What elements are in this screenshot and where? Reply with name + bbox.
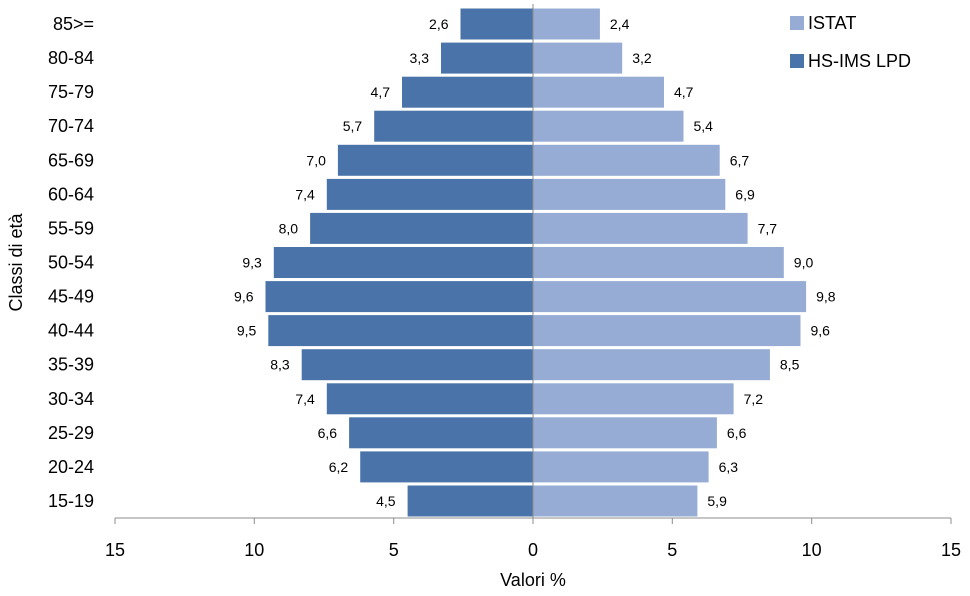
bar-istat-8 [533, 281, 807, 313]
data-label-hs-ims-lpd-8: 9,6 [234, 289, 254, 305]
data-label-hs-ims-lpd-3: 5,7 [343, 118, 363, 134]
bar-istat-14 [533, 485, 698, 517]
bar-hs-ims-lpd-13 [360, 451, 533, 483]
data-label-istat-2: 4,7 [674, 84, 694, 100]
bar-hs-ims-lpd-6 [310, 212, 533, 244]
bar-istat-0 [533, 8, 600, 40]
data-label-hs-ims-lpd-7: 9,3 [242, 255, 262, 271]
bar-istat-3 [533, 110, 684, 142]
category-labels: 85>= 80-84 75-79 70-74 65-69 60-64 55-59 50-54 4… [48, 14, 94, 511]
category-label-12: 25-29 [48, 423, 94, 443]
data-label-istat-9: 9,6 [811, 323, 831, 339]
bar-hs-ims-lpd-9 [268, 315, 533, 347]
x-tick-label-4: 5 [667, 540, 677, 560]
data-label-hs-ims-lpd-5: 7,4 [295, 186, 315, 202]
bar-hs-ims-lpd-0 [460, 8, 533, 40]
category-label-0: 85>= [53, 14, 94, 34]
category-label-6: 55-59 [48, 218, 94, 238]
bar-istat-10 [533, 349, 770, 381]
category-label-5: 60-64 [48, 184, 94, 204]
data-label-istat-5: 6,9 [735, 186, 755, 202]
data-labels: 2,6 2,4 3,3 3,2 4,7 4,7 5,7 5,4 7,0 6,7 7,4 6,9 8,0 7… [234, 16, 836, 509]
bar-hs-ims-lpd-11 [326, 383, 533, 415]
x-tick-label-3: 0 [528, 540, 538, 560]
data-label-istat-0: 2,4 [610, 16, 630, 32]
bar-hs-ims-lpd-4 [337, 144, 533, 176]
bar-istat-4 [533, 144, 720, 176]
bar-istat-13 [533, 451, 709, 483]
data-label-hs-ims-lpd-12: 6,6 [318, 425, 338, 441]
data-label-istat-6: 7,7 [758, 220, 778, 236]
bar-hs-ims-lpd-1 [441, 42, 533, 74]
bar-istat-12 [533, 417, 717, 449]
data-label-istat-8: 9,8 [816, 289, 836, 305]
data-label-istat-14: 5,9 [707, 493, 727, 509]
bar-hs-ims-lpd-3 [374, 110, 533, 142]
x-tick-label-1: 10 [244, 540, 264, 560]
legend-label-istat: ISTAT [808, 13, 856, 33]
x-tick-label-6: 15 [941, 540, 961, 560]
data-label-hs-ims-lpd-11: 7,4 [295, 391, 315, 407]
ticks-layer: 15 10 5 0 5 10 15 [105, 518, 961, 560]
data-label-hs-ims-lpd-4: 7,0 [306, 152, 326, 168]
category-label-13: 20-24 [48, 457, 94, 477]
bar-hs-ims-lpd-5 [326, 178, 533, 210]
x-tick-label-0: 15 [105, 540, 125, 560]
axes-layer [115, 4, 951, 519]
bar-hs-ims-lpd-8 [265, 281, 533, 313]
data-label-istat-7: 9,0 [794, 255, 814, 271]
bar-istat-6 [533, 212, 748, 244]
data-label-istat-10: 8,5 [780, 357, 800, 373]
data-label-hs-ims-lpd-2: 4,7 [371, 84, 391, 100]
bar-istat-1 [533, 42, 623, 74]
category-label-4: 65-69 [48, 150, 94, 170]
category-label-2: 75-79 [48, 82, 94, 102]
legend-swatch-istat [790, 16, 804, 30]
x-tick-label-5: 10 [802, 540, 822, 560]
category-label-14: 15-19 [48, 491, 94, 511]
category-label-1: 80-84 [48, 48, 94, 68]
data-label-istat-3: 5,4 [694, 118, 714, 134]
data-label-istat-12: 6,6 [727, 425, 747, 441]
legend-label-hs-ims-lpd: HS-IMS LPD [808, 51, 911, 71]
category-label-11: 30-34 [48, 389, 94, 409]
data-label-hs-ims-lpd-14: 4,5 [376, 493, 396, 509]
data-label-istat-13: 6,3 [719, 459, 739, 475]
bar-hs-ims-lpd-2 [402, 76, 533, 108]
bar-istat-9 [533, 315, 801, 347]
bar-hs-ims-lpd-14 [407, 485, 533, 517]
category-label-9: 40-44 [48, 321, 94, 341]
data-label-istat-4: 6,7 [730, 152, 750, 168]
data-label-hs-ims-lpd-6: 8,0 [279, 220, 299, 236]
category-label-8: 45-49 [48, 287, 94, 307]
bar-hs-ims-lpd-10 [301, 349, 533, 381]
legend-swatch-hs-ims-lpd [790, 54, 804, 68]
bar-hs-ims-lpd-7 [273, 247, 533, 278]
data-label-hs-ims-lpd-0: 2,6 [429, 16, 449, 32]
data-label-istat-1: 3,2 [632, 50, 652, 66]
category-label-3: 70-74 [48, 116, 94, 136]
data-label-hs-ims-lpd-9: 9,5 [237, 323, 257, 339]
data-label-hs-ims-lpd-1: 3,3 [410, 50, 430, 66]
bar-istat-5 [533, 178, 726, 210]
bar-hs-ims-lpd-12 [349, 417, 533, 449]
category-label-7: 50-54 [48, 253, 94, 273]
category-label-10: 35-39 [48, 355, 94, 375]
bar-istat-7 [533, 247, 784, 278]
data-label-hs-ims-lpd-10: 8,3 [270, 357, 290, 373]
bar-istat-11 [533, 383, 734, 415]
y-axis-title: Classi di età [6, 212, 26, 311]
data-label-istat-11: 7,2 [744, 391, 764, 407]
x-axis-title: Valori % [500, 570, 566, 590]
data-label-hs-ims-lpd-13: 6,2 [329, 459, 349, 475]
bar-istat-2 [533, 76, 664, 108]
bars-layer [265, 8, 807, 517]
legend: ISTAT HS-IMS LPD [790, 13, 911, 71]
x-tick-label-2: 5 [389, 540, 399, 560]
